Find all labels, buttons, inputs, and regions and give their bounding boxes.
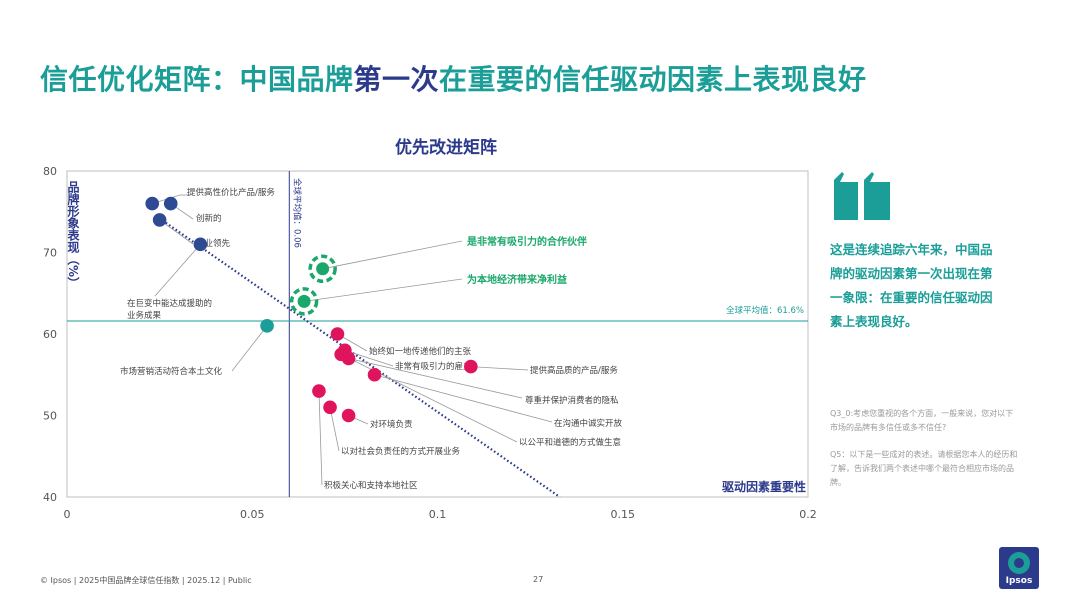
chart-title: 优先改进矩阵	[395, 138, 497, 158]
data-point	[316, 262, 330, 276]
point-label: 在沟通中诚实开放	[554, 418, 623, 429]
data-point	[341, 408, 356, 423]
point-label-line: 始终如一地传递他们的主张	[369, 346, 472, 357]
point-leader-line	[344, 349, 394, 367]
footer-text: © Ipsos | 2025中国品牌全球信任指数 | 2025.12 | Pub…	[40, 576, 252, 585]
highlight-ring	[308, 254, 337, 284]
point-leader-line	[340, 354, 518, 443]
title-part3: 在重要的信任驱动因素上表现良好	[439, 63, 867, 96]
point-label-line: 以对社会负责任的方式开展业务	[341, 446, 461, 457]
point-label: 积极关心和支持本地社区	[324, 480, 418, 491]
point-label: 尊重并保护消费者的隐私	[525, 395, 619, 406]
y-tick-label: 80	[43, 165, 57, 178]
point-label: 以对社会负责任的方式开展业务	[341, 446, 461, 457]
point-label: 始终如一地传递他们的主张	[369, 346, 472, 357]
data-point	[260, 319, 274, 333]
point-label-line: 尊重并保护消费者的隐私	[525, 395, 619, 406]
highlight-ring	[289, 287, 319, 316]
question-note-1: Q3_0:考虑您重视的各个方面，一般来说，您对以下市场的品牌有多信任或多不信任?	[830, 409, 1014, 432]
point-label: 为本地经济带来净利益	[467, 273, 567, 286]
horizontal-avg-label: 全球平均值：61.6%	[726, 305, 804, 316]
point-label-line: 积极关心和支持本地社区	[324, 480, 418, 491]
point-label-line: 市场营销活动符合本土文化	[120, 366, 223, 377]
point-label: 在巨变中能达成援助的业务成果	[127, 298, 212, 321]
ipsos-logo: Ipsos	[999, 547, 1039, 589]
data-point	[330, 327, 345, 341]
point-label-line: 在巨变中能达成援助的	[127, 298, 212, 309]
x-axis-label: 驱动因素重要性	[722, 479, 806, 494]
page-number: 27	[533, 575, 544, 584]
logo-text: Ipsos	[1005, 576, 1033, 586]
point-leader-line	[322, 240, 463, 270]
data-point	[145, 196, 160, 211]
x-tick-label: 0.05	[240, 508, 265, 521]
point-label-line: 行业领先	[196, 238, 231, 249]
plot-frame	[66, 170, 809, 498]
point-label-line: 提供高性价比产品/服务	[187, 187, 275, 198]
y-axis-label: 品牌形象表现（%）	[66, 181, 80, 289]
point-leader-line	[154, 244, 201, 297]
point-leader-line	[318, 391, 323, 486]
data-point	[312, 384, 326, 398]
y-tick-label: 40	[43, 491, 57, 504]
data-point	[163, 196, 178, 211]
point-leader-line	[374, 374, 553, 423]
x-tick-label: 0	[64, 508, 71, 521]
point-label-line: 在沟通中诚实开放	[554, 418, 623, 429]
quote-mark-icon	[834, 172, 890, 220]
data-point	[323, 400, 337, 415]
point-label: 提供高性价比产品/服务	[187, 187, 275, 198]
vertical-avg-label: 全球平均值：0.06	[291, 178, 302, 248]
point-label-line: 提供高品质的产品/服务	[530, 365, 618, 376]
point-label-line: 业务成果	[127, 310, 162, 321]
page-title: 信任优化矩阵：中国品牌第一次在重要的信任驱动因素上表现良好	[40, 58, 867, 98]
point-label: 提供高品质的产品/服务	[530, 365, 618, 376]
data-point	[152, 213, 167, 227]
logo-mark-icon	[1008, 552, 1030, 574]
data-point	[334, 347, 348, 362]
point-label: 创新的	[196, 213, 222, 224]
point-label-line: 以公平和道德的方式做生意	[519, 437, 621, 448]
point-label: 是非常有吸引力的合作伙伴	[466, 235, 587, 248]
x-tick-label: 0.1	[429, 508, 447, 521]
y-tick-label: 70	[43, 247, 57, 260]
point-label: 行业领先	[196, 238, 231, 249]
point-leader-line	[329, 407, 340, 452]
data-point	[367, 367, 382, 382]
point-label-line: 是非常有吸引力的合作伙伴	[466, 235, 587, 248]
point-label-line: 非常有吸引力的雇主	[395, 361, 472, 372]
question-note-2: Q5：以下是一些成对的表述。请根据您本人的经历和了解，告诉我们两个表述中哪个最符…	[830, 450, 1018, 487]
title-highlight: 第一次	[353, 63, 440, 96]
point-leader-line	[348, 358, 523, 399]
x-tick-label: 0.2	[799, 508, 817, 521]
point-label: 以公平和道德的方式做生意	[519, 437, 621, 448]
data-point	[297, 294, 311, 308]
point-label: 对环境负责	[370, 419, 413, 430]
point-leader-line	[304, 278, 463, 302]
point-label-line: 为本地经济带来净利益	[467, 273, 567, 286]
point-leader-line	[159, 219, 194, 245]
y-tick-label: 50	[43, 410, 57, 423]
title-part1: 信任优化矩阵：中国品牌	[40, 63, 354, 96]
data-point	[193, 237, 208, 252]
point-label: 非常有吸引力的雇主	[395, 361, 472, 372]
y-tick-label: 60	[43, 328, 57, 341]
point-leader-line	[231, 325, 268, 372]
point-label-line: 创新的	[196, 213, 222, 224]
point-label: 市场营销活动符合本土文化	[120, 366, 223, 377]
point-leader-line	[470, 366, 529, 371]
data-point	[464, 359, 478, 374]
point-label-line: 对环境负责	[370, 419, 413, 430]
x-tick-label: 0.15	[611, 508, 636, 521]
quote-text: 这是连续追踪六年来，中国品牌的驱动因素第一次出现在第一象限：在重要的信任驱动因素…	[830, 242, 993, 329]
